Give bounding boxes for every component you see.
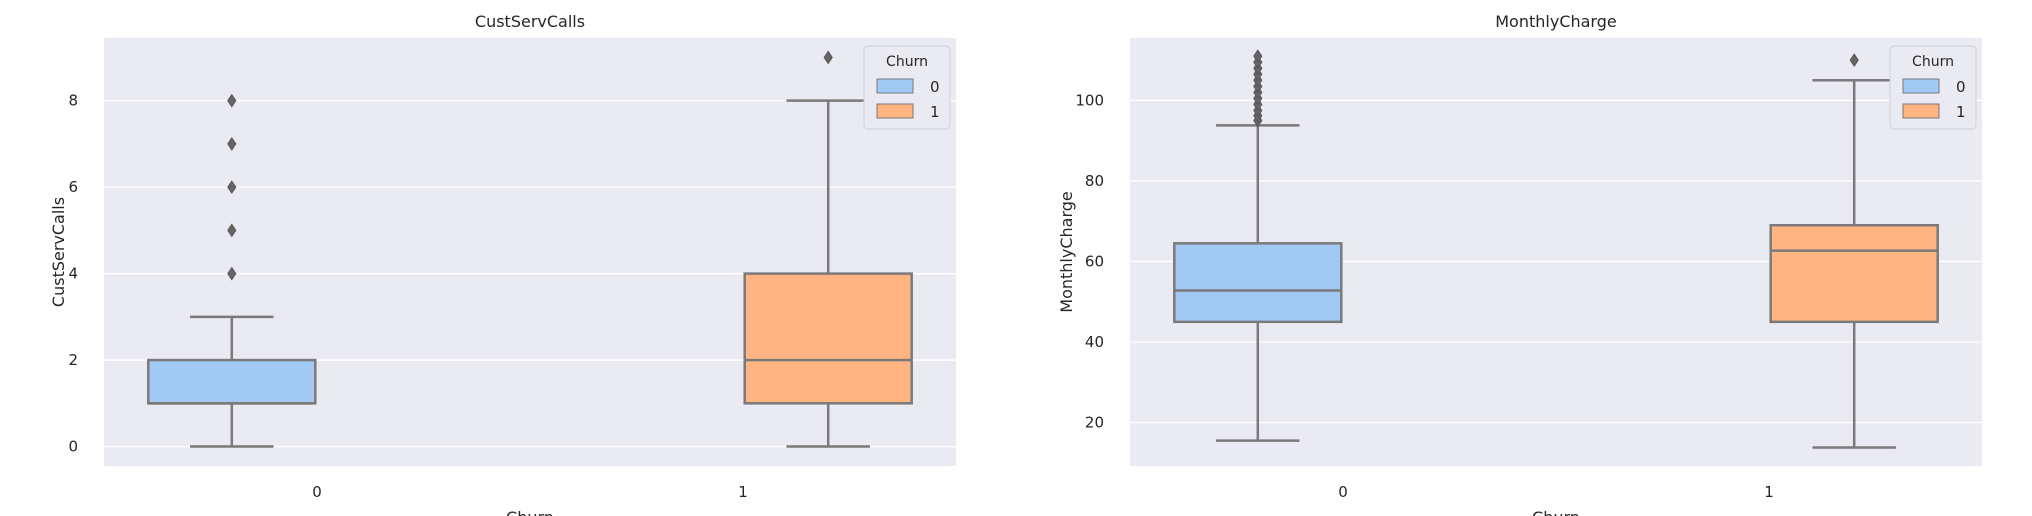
- outlier-point: [1849, 53, 1859, 68]
- legend-entry-1: 1: [930, 103, 940, 121]
- outlier-point: [823, 50, 833, 65]
- subplot-custservcalls: 0 2 4 6 8 0 1 CustServCalls Churn CustServCa…: [49, 12, 956, 516]
- outlier-point: [227, 266, 237, 281]
- box-iqr: [1173, 242, 1343, 324]
- legend-entry-0: 0: [1956, 78, 1966, 96]
- outlier-point: [227, 93, 237, 108]
- y-tick-labels: 20 40 60 80 100: [1075, 91, 1104, 431]
- subplot-monthlycharge: 20 40 60 80 100 0 1 MonthlyCharge Churn Mont…: [1057, 12, 1982, 516]
- legend-entry-1: 1: [1956, 103, 1966, 121]
- y-tick-label: 100: [1075, 91, 1104, 109]
- x-tick-label: 1: [1764, 483, 1774, 501]
- x-tick-label: 0: [1338, 483, 1348, 501]
- y-tick-label: 80: [1085, 172, 1104, 190]
- y-tick-label: 40: [1085, 333, 1104, 351]
- box-marks: [147, 50, 913, 448]
- y-tick-label: 60: [1085, 252, 1104, 270]
- y-tick-label: 20: [1085, 414, 1104, 432]
- box-marks: [1173, 49, 1939, 449]
- y-tick-label: 4: [68, 265, 78, 283]
- chart-title: CustServCalls: [475, 12, 585, 31]
- outlier-point: [1253, 49, 1263, 64]
- y-tick-label: 2: [68, 351, 78, 369]
- legend: Churn 0 1: [1889, 45, 1977, 130]
- x-tick-label: 1: [738, 483, 748, 501]
- outlier-point: [227, 223, 237, 238]
- box-iqr: [1769, 223, 1939, 324]
- box-iqr: [743, 272, 913, 405]
- x-axis-label: Churn: [506, 508, 554, 516]
- y-tick-label: 6: [68, 178, 78, 196]
- y-tick-label: 0: [68, 438, 78, 456]
- legend-swatch-1: [1902, 103, 1940, 119]
- box-iqr: [147, 358, 317, 405]
- legend-title: Churn: [1912, 54, 1954, 70]
- chart-title: MonthlyCharge: [1495, 12, 1616, 31]
- y-axis-label: MonthlyCharge: [1057, 191, 1076, 312]
- outlier-point: [227, 180, 237, 195]
- y-tick-labels: 0 2 4 6 8: [68, 92, 78, 456]
- legend-entry-0: 0: [930, 78, 940, 96]
- y-axis-label: CustServCalls: [49, 197, 68, 307]
- legend: Churn 0 1: [863, 45, 951, 130]
- x-axis-label: Churn: [1532, 508, 1580, 516]
- y-tick-label: 8: [68, 92, 78, 110]
- legend-swatch-1: [876, 103, 914, 119]
- legend-swatch-0: [876, 78, 914, 94]
- legend-swatch-0: [1902, 78, 1940, 94]
- x-tick-label: 0: [312, 483, 322, 501]
- legend-title: Churn: [886, 54, 928, 70]
- outlier-point: [227, 137, 237, 151]
